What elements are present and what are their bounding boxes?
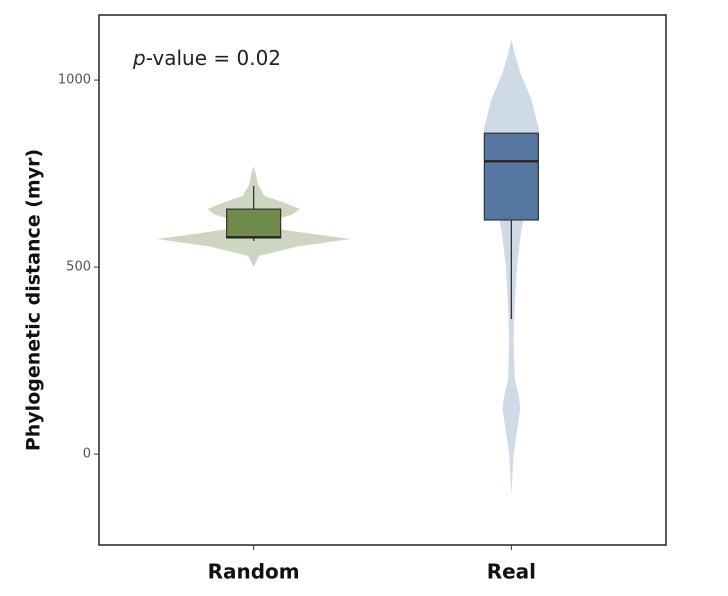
y-tick-label: 0 (83, 447, 91, 462)
x-tick-label: Real (487, 560, 536, 584)
annotation-italic: p (132, 46, 146, 70)
y-axis-label: Phylogenetic distance (myr) (23, 149, 45, 451)
plot-frame (98, 14, 667, 546)
annotation-text: -value = 0.02 (146, 46, 281, 70)
box (226, 208, 282, 239)
annotation: p-value = 0.02 (132, 46, 281, 70)
y-tick-label: 500 (66, 260, 91, 275)
y-tick-label: 1000 (58, 73, 91, 88)
box (483, 132, 539, 221)
x-tick-label: Random (208, 560, 300, 584)
